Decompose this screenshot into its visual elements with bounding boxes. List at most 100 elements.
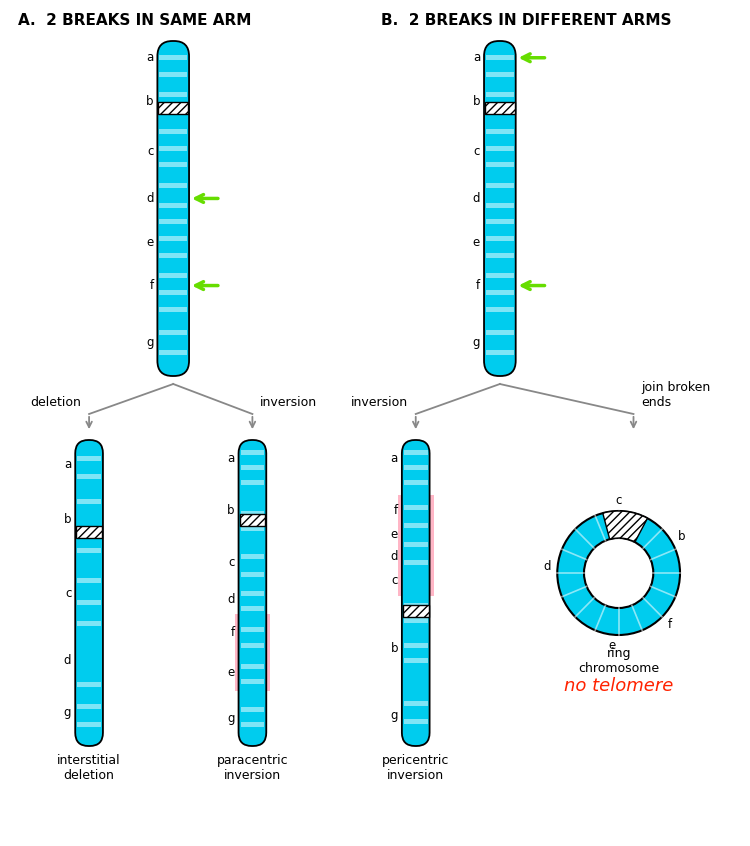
Text: a: a: [146, 52, 154, 64]
Text: c: c: [65, 586, 71, 600]
Text: c: c: [616, 493, 622, 507]
Text: a: a: [472, 52, 480, 64]
Bar: [486, 253, 514, 258]
Bar: [159, 219, 187, 224]
FancyBboxPatch shape: [75, 440, 103, 746]
Bar: [241, 572, 264, 577]
Text: d: d: [64, 654, 71, 667]
Bar: [486, 92, 514, 97]
Text: ring
chromosome: ring chromosome: [578, 647, 659, 675]
Bar: [77, 456, 101, 461]
Text: b: b: [472, 95, 480, 107]
Bar: [486, 219, 514, 224]
Bar: [77, 621, 101, 626]
Bar: [241, 722, 264, 727]
Text: f: f: [668, 618, 672, 631]
Text: paracentric
inversion: paracentric inversion: [217, 754, 288, 782]
Bar: [77, 547, 101, 552]
Bar: [241, 511, 264, 516]
Text: inversion: inversion: [260, 396, 317, 409]
Bar: [77, 532, 101, 537]
Bar: [404, 658, 427, 662]
Bar: [241, 664, 264, 669]
Bar: [404, 450, 427, 455]
Bar: [241, 642, 264, 647]
Bar: [241, 627, 264, 632]
FancyBboxPatch shape: [238, 440, 266, 746]
Text: e: e: [146, 235, 154, 249]
Bar: [404, 618, 427, 623]
Text: no telomere: no telomere: [564, 677, 674, 695]
Bar: [241, 450, 264, 455]
FancyBboxPatch shape: [402, 440, 430, 746]
FancyBboxPatch shape: [484, 41, 516, 376]
Bar: [404, 481, 427, 486]
Text: e: e: [391, 529, 398, 541]
FancyBboxPatch shape: [485, 102, 514, 114]
Bar: [486, 330, 514, 335]
Text: e: e: [609, 640, 616, 652]
Bar: [241, 679, 264, 684]
Bar: [77, 475, 101, 479]
Text: b: b: [146, 95, 154, 107]
Bar: [241, 465, 264, 470]
Bar: [486, 350, 514, 355]
Text: interstitial
deletion: interstitial deletion: [57, 754, 121, 782]
Bar: [486, 146, 514, 151]
Bar: [159, 236, 187, 241]
Bar: [77, 683, 101, 687]
Text: e: e: [472, 235, 480, 249]
Bar: [77, 600, 101, 605]
FancyBboxPatch shape: [403, 606, 428, 618]
Bar: [241, 706, 264, 711]
Bar: [159, 289, 187, 294]
Bar: [404, 719, 427, 724]
Text: a: a: [227, 452, 235, 464]
Bar: [486, 236, 514, 241]
Circle shape: [584, 538, 653, 608]
Text: A.  2 BREAKS IN SAME ARM: A. 2 BREAKS IN SAME ARM: [18, 13, 251, 28]
Bar: [159, 253, 187, 258]
Text: f: f: [149, 279, 154, 292]
Text: a: a: [64, 458, 71, 471]
Bar: [404, 505, 427, 510]
Text: g: g: [146, 336, 154, 349]
Bar: [241, 481, 264, 486]
Text: g: g: [472, 336, 480, 349]
Bar: [159, 146, 187, 151]
Bar: [235, 614, 270, 691]
Text: deletion: deletion: [30, 396, 81, 409]
Text: a: a: [391, 452, 398, 464]
Bar: [486, 273, 514, 278]
FancyBboxPatch shape: [76, 526, 102, 538]
Bar: [404, 465, 427, 470]
Bar: [486, 306, 514, 311]
Bar: [241, 526, 264, 531]
Text: join broken
ends: join broken ends: [641, 381, 711, 409]
Text: d: d: [146, 192, 154, 205]
Text: d: d: [543, 560, 550, 573]
Text: b: b: [64, 513, 71, 526]
FancyBboxPatch shape: [239, 514, 266, 525]
Bar: [159, 330, 187, 335]
Bar: [77, 579, 101, 583]
Bar: [159, 92, 187, 97]
Text: pericentric
inversion: pericentric inversion: [382, 754, 449, 782]
Text: d: d: [227, 592, 235, 606]
Text: f: f: [394, 504, 398, 517]
Text: g: g: [227, 712, 235, 725]
Bar: [486, 203, 514, 207]
Text: inversion: inversion: [351, 396, 408, 409]
Text: g: g: [391, 709, 398, 722]
Bar: [159, 183, 187, 188]
Bar: [486, 289, 514, 294]
Text: b: b: [227, 504, 235, 517]
Bar: [77, 498, 101, 503]
Bar: [404, 700, 427, 706]
Text: d: d: [472, 192, 480, 205]
Text: c: c: [392, 574, 398, 587]
Wedge shape: [603, 511, 647, 542]
Bar: [404, 523, 427, 528]
Bar: [159, 306, 187, 311]
Bar: [486, 72, 514, 77]
